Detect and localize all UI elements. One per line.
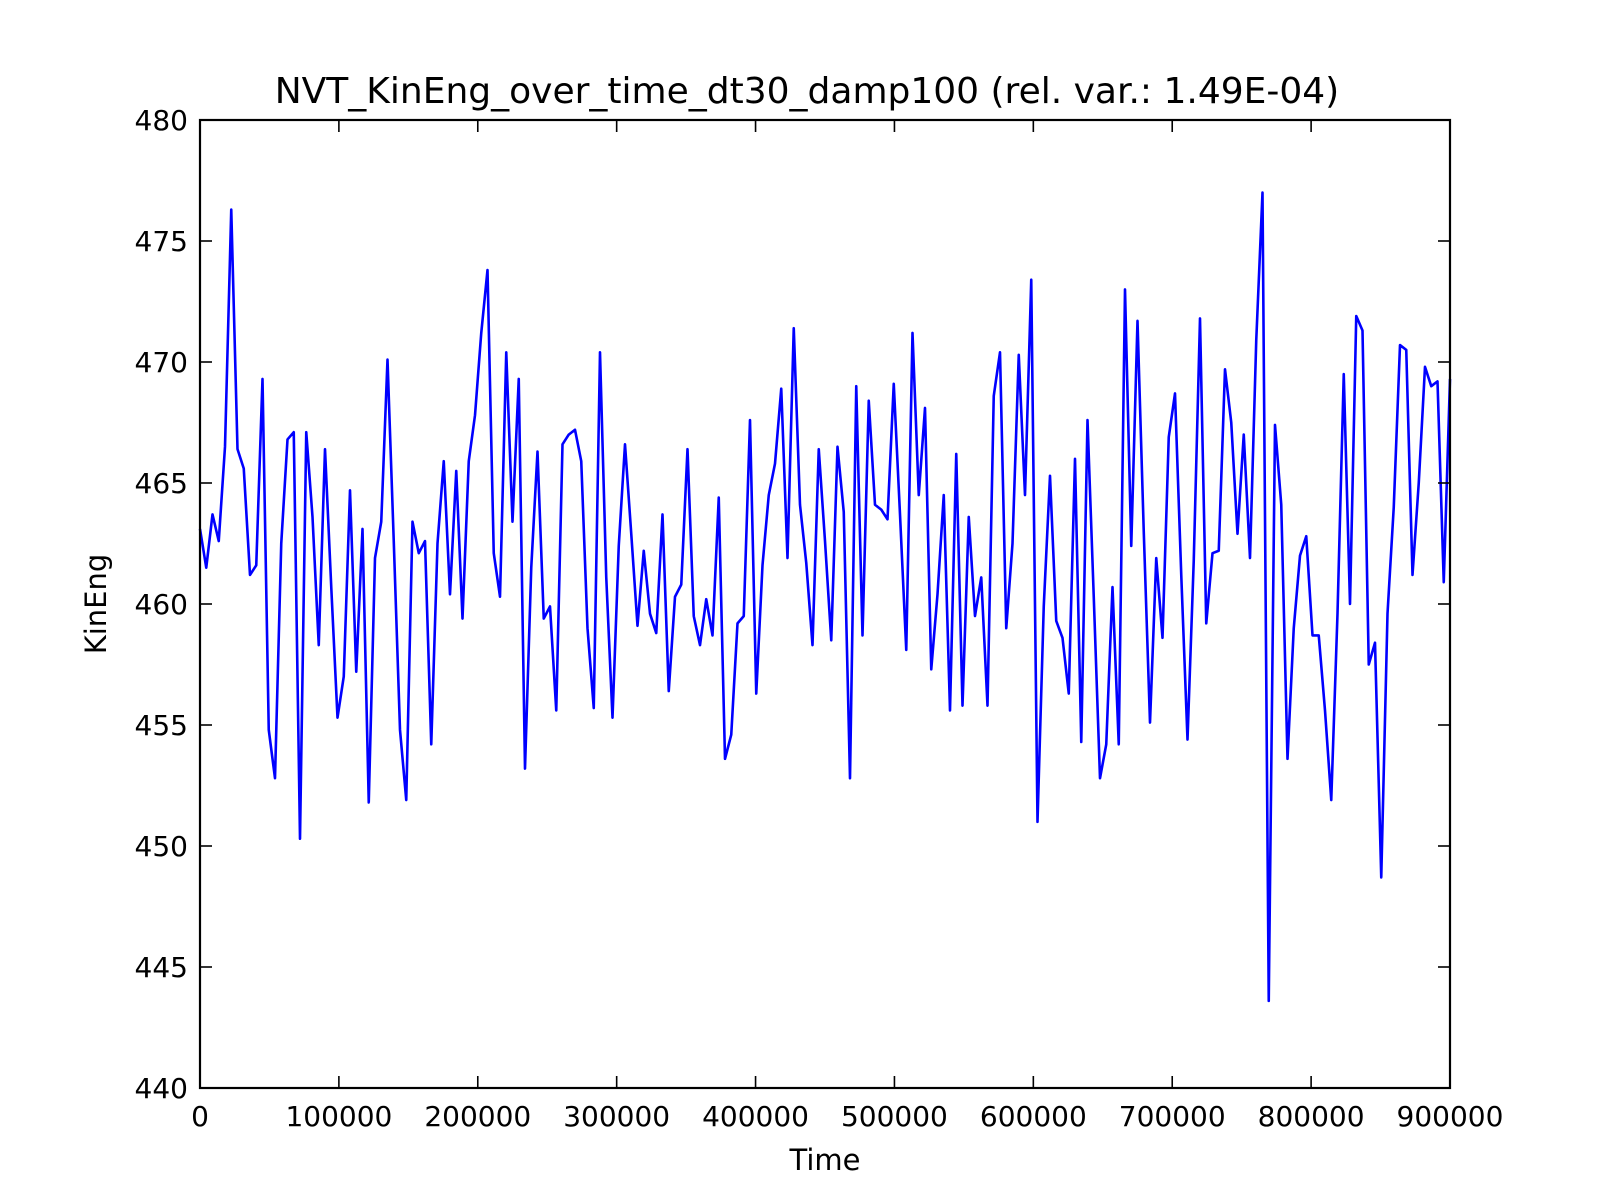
x-tick-labels: 0 100000 200000 300000 400000 500000 600000 700… (191, 1100, 1503, 1133)
y-axis-label: KinEng (79, 554, 113, 655)
plot-area (198, 118, 1452, 1090)
y-tick-labels: 440 445 450 455 460 465 470 475 480 (135, 104, 188, 1105)
y-tick-label: 465 (135, 467, 188, 500)
y-tick-label: 470 (135, 346, 188, 379)
plot-background (200, 120, 1450, 1088)
series-line (198, 191, 1452, 1003)
x-tick-label: 200000 (424, 1100, 531, 1133)
y-tick-label: 475 (135, 225, 188, 258)
plot-frame (198, 118, 1452, 1090)
x-tick-label: 0 (191, 1100, 209, 1133)
x-tick-label: 700000 (1119, 1100, 1226, 1133)
x-tick-label: 100000 (285, 1100, 392, 1133)
x-tick-label: 800000 (1258, 1100, 1365, 1133)
x-tick-label: 300000 (563, 1100, 670, 1133)
y-tick-label: 455 (135, 709, 188, 742)
x-tick-label: 600000 (980, 1100, 1087, 1133)
x-tick-label: 500000 (841, 1100, 948, 1133)
x-tick-label: 900000 (1397, 1100, 1504, 1133)
y-tick-label: 460 (135, 588, 188, 621)
y-tick-label: 440 (135, 1072, 188, 1105)
y-tick-label: 450 (135, 830, 188, 863)
y-tick-label: 480 (135, 104, 188, 137)
series-layer (198, 191, 1452, 1003)
x-tick-label: 400000 (702, 1100, 809, 1133)
y-tick-label: 445 (135, 951, 188, 984)
chart-title: NVT_KinEng_over_time_dt30_damp100 (rel. … (275, 71, 1339, 112)
x-axis-label: Time (789, 1143, 861, 1177)
